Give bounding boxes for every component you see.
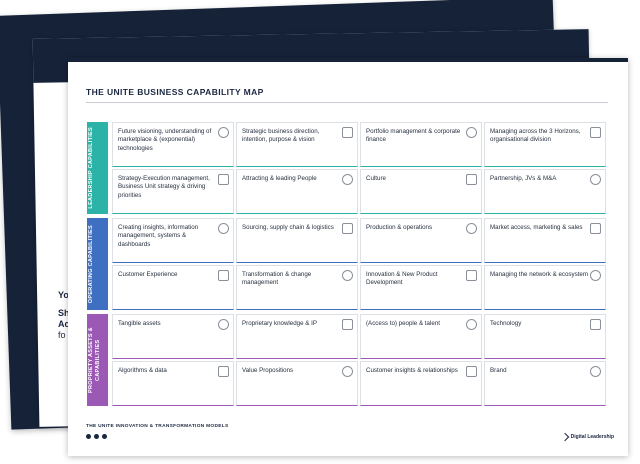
band-label: PROPRIETY ASSETS & CAPABILITIES bbox=[87, 327, 101, 393]
capability-label: Proprietary knowledge & IP bbox=[242, 320, 317, 327]
page-title: THE UNITE BUSINESS CAPABILITY MAP bbox=[86, 87, 264, 97]
capability-label: (Access to) people & talent bbox=[366, 320, 440, 327]
capability-card: Managing across the 3 Horizons, organisa… bbox=[484, 122, 606, 167]
network-icon bbox=[590, 270, 601, 281]
chevron-logo-icon bbox=[560, 432, 569, 442]
bookmark-icon bbox=[590, 366, 601, 377]
band-label: LEADERSHIP CAPABILITIES bbox=[87, 127, 94, 209]
target-icon bbox=[218, 127, 229, 138]
social-icon[interactable] bbox=[86, 434, 91, 439]
capability-label: Production & operations bbox=[366, 224, 433, 231]
capability-label: Customer Experience bbox=[118, 271, 178, 278]
flag-icon bbox=[218, 270, 229, 281]
capability-band: OPERATING CAPABILITIES bbox=[87, 218, 108, 310]
background-sheet-text-4: fo bbox=[58, 330, 66, 340]
capability-label: Brand bbox=[490, 367, 507, 374]
capability-card: Technology bbox=[484, 314, 606, 359]
capability-card: Customer insights & relationships bbox=[360, 361, 482, 406]
sparkle-icon bbox=[218, 366, 229, 377]
capability-card: Proprietary knowledge & IP bbox=[236, 314, 358, 359]
capability-label: Technology bbox=[490, 320, 522, 327]
capability-card: Strategy-Execution management, Business … bbox=[112, 169, 234, 214]
capability-card: Culture bbox=[360, 169, 482, 214]
brand-name: Digital Leadership bbox=[570, 434, 614, 440]
capability-card: Production & operations bbox=[360, 218, 482, 263]
capability-card: Brand bbox=[484, 361, 606, 406]
capability-card: Strategic business direction, intention,… bbox=[236, 122, 358, 167]
capability-card: Transformation & change management bbox=[236, 265, 358, 310]
capability-card: Future visioning, understanding of marke… bbox=[112, 122, 234, 167]
capability-band: LEADERSHIP CAPABILITIES bbox=[87, 122, 108, 214]
background-sheet-text-3: Ac bbox=[58, 319, 70, 329]
social-links bbox=[86, 434, 107, 439]
capability-card: Market access, marketing & sales bbox=[484, 218, 606, 263]
capability-label: Strategic business direction, intention,… bbox=[242, 128, 320, 144]
capability-card: Managing the network & ecosystem bbox=[484, 265, 606, 310]
social-icon[interactable] bbox=[94, 434, 99, 439]
factory-icon bbox=[342, 223, 353, 234]
capability-label: Attracting & leading People bbox=[242, 175, 317, 182]
capability-label: Value Propositions bbox=[242, 367, 294, 374]
brand-logo: Digital Leadership bbox=[560, 432, 614, 442]
people-icon bbox=[342, 174, 353, 185]
capability-card: Sourcing, supply chain & logistics bbox=[236, 218, 358, 263]
capability-card: Algorithms & data bbox=[112, 361, 234, 406]
coins-icon bbox=[218, 319, 229, 330]
lightbulb-icon bbox=[466, 270, 477, 281]
capability-label: Creating insights, information managemen… bbox=[118, 224, 199, 248]
background-sheet-text-1: Yo bbox=[58, 290, 69, 300]
capability-label: Managing the network & ecosystem bbox=[490, 271, 589, 278]
capability-card: Innovation & New Product Development bbox=[360, 265, 482, 310]
building-icon bbox=[590, 127, 601, 138]
megaphone-icon bbox=[590, 223, 601, 234]
background-sheet-text-2: Sh bbox=[58, 308, 70, 318]
capability-label: Managing across the 3 Horizons, organisa… bbox=[490, 128, 581, 144]
bank-icon bbox=[466, 127, 477, 138]
capability-card: Partnership, JVs & M&A bbox=[484, 169, 606, 214]
star-icon bbox=[466, 319, 477, 330]
title-divider bbox=[86, 102, 608, 103]
capability-label: Innovation & New Product Development bbox=[366, 271, 438, 287]
capability-label: Partnership, JVs & M&A bbox=[490, 175, 557, 182]
capability-label: Transformation & change management bbox=[242, 271, 312, 287]
band-label: OPERATING CAPABILITIES bbox=[87, 224, 94, 304]
robot-icon bbox=[590, 319, 601, 330]
social-icon[interactable] bbox=[102, 434, 107, 439]
footer-title: THE UNITE INNOVATION & TRANSFORMATION MO… bbox=[86, 424, 229, 429]
capability-label: Market access, marketing & sales bbox=[490, 224, 583, 231]
gear-icon bbox=[218, 174, 229, 185]
capability-label: Tangible assets bbox=[118, 320, 161, 327]
capability-card: Customer Experience bbox=[112, 265, 234, 310]
chart-icon bbox=[342, 127, 353, 138]
gift-icon bbox=[342, 366, 353, 377]
capability-card: Attracting & leading People bbox=[236, 169, 358, 214]
worker-icon bbox=[466, 223, 477, 234]
capability-label: Portfolio management & corporate finance bbox=[366, 128, 461, 144]
capability-card: Tangible assets bbox=[112, 314, 234, 359]
capability-card: Creating insights, information managemen… bbox=[112, 218, 234, 263]
capability-label: Sourcing, supply chain & logistics bbox=[242, 224, 334, 231]
dashboard-icon bbox=[218, 223, 229, 234]
capability-label: Strategy-Execution management, Business … bbox=[118, 175, 210, 199]
capability-card: (Access to) people & talent bbox=[360, 314, 482, 359]
user-icon bbox=[466, 366, 477, 377]
capability-label: Customer insights & relationships bbox=[366, 367, 458, 374]
handshake-icon bbox=[590, 174, 601, 185]
capability-map-sheet: THE UNITE BUSINESS CAPABILITY MAP LEADER… bbox=[68, 58, 628, 456]
capability-label: Future visioning, understanding of marke… bbox=[118, 128, 212, 152]
capability-band: PROPRIETY ASSETS & CAPABILITIES bbox=[87, 314, 108, 406]
transform-icon bbox=[342, 270, 353, 281]
capability-label: Culture bbox=[366, 175, 386, 182]
capability-label: Algorithms & data bbox=[118, 367, 167, 374]
capability-card: Value Propositions bbox=[236, 361, 358, 406]
hands-icon bbox=[466, 174, 477, 185]
brain-icon bbox=[342, 319, 353, 330]
capability-card: Portfolio management & corporate finance bbox=[360, 122, 482, 167]
